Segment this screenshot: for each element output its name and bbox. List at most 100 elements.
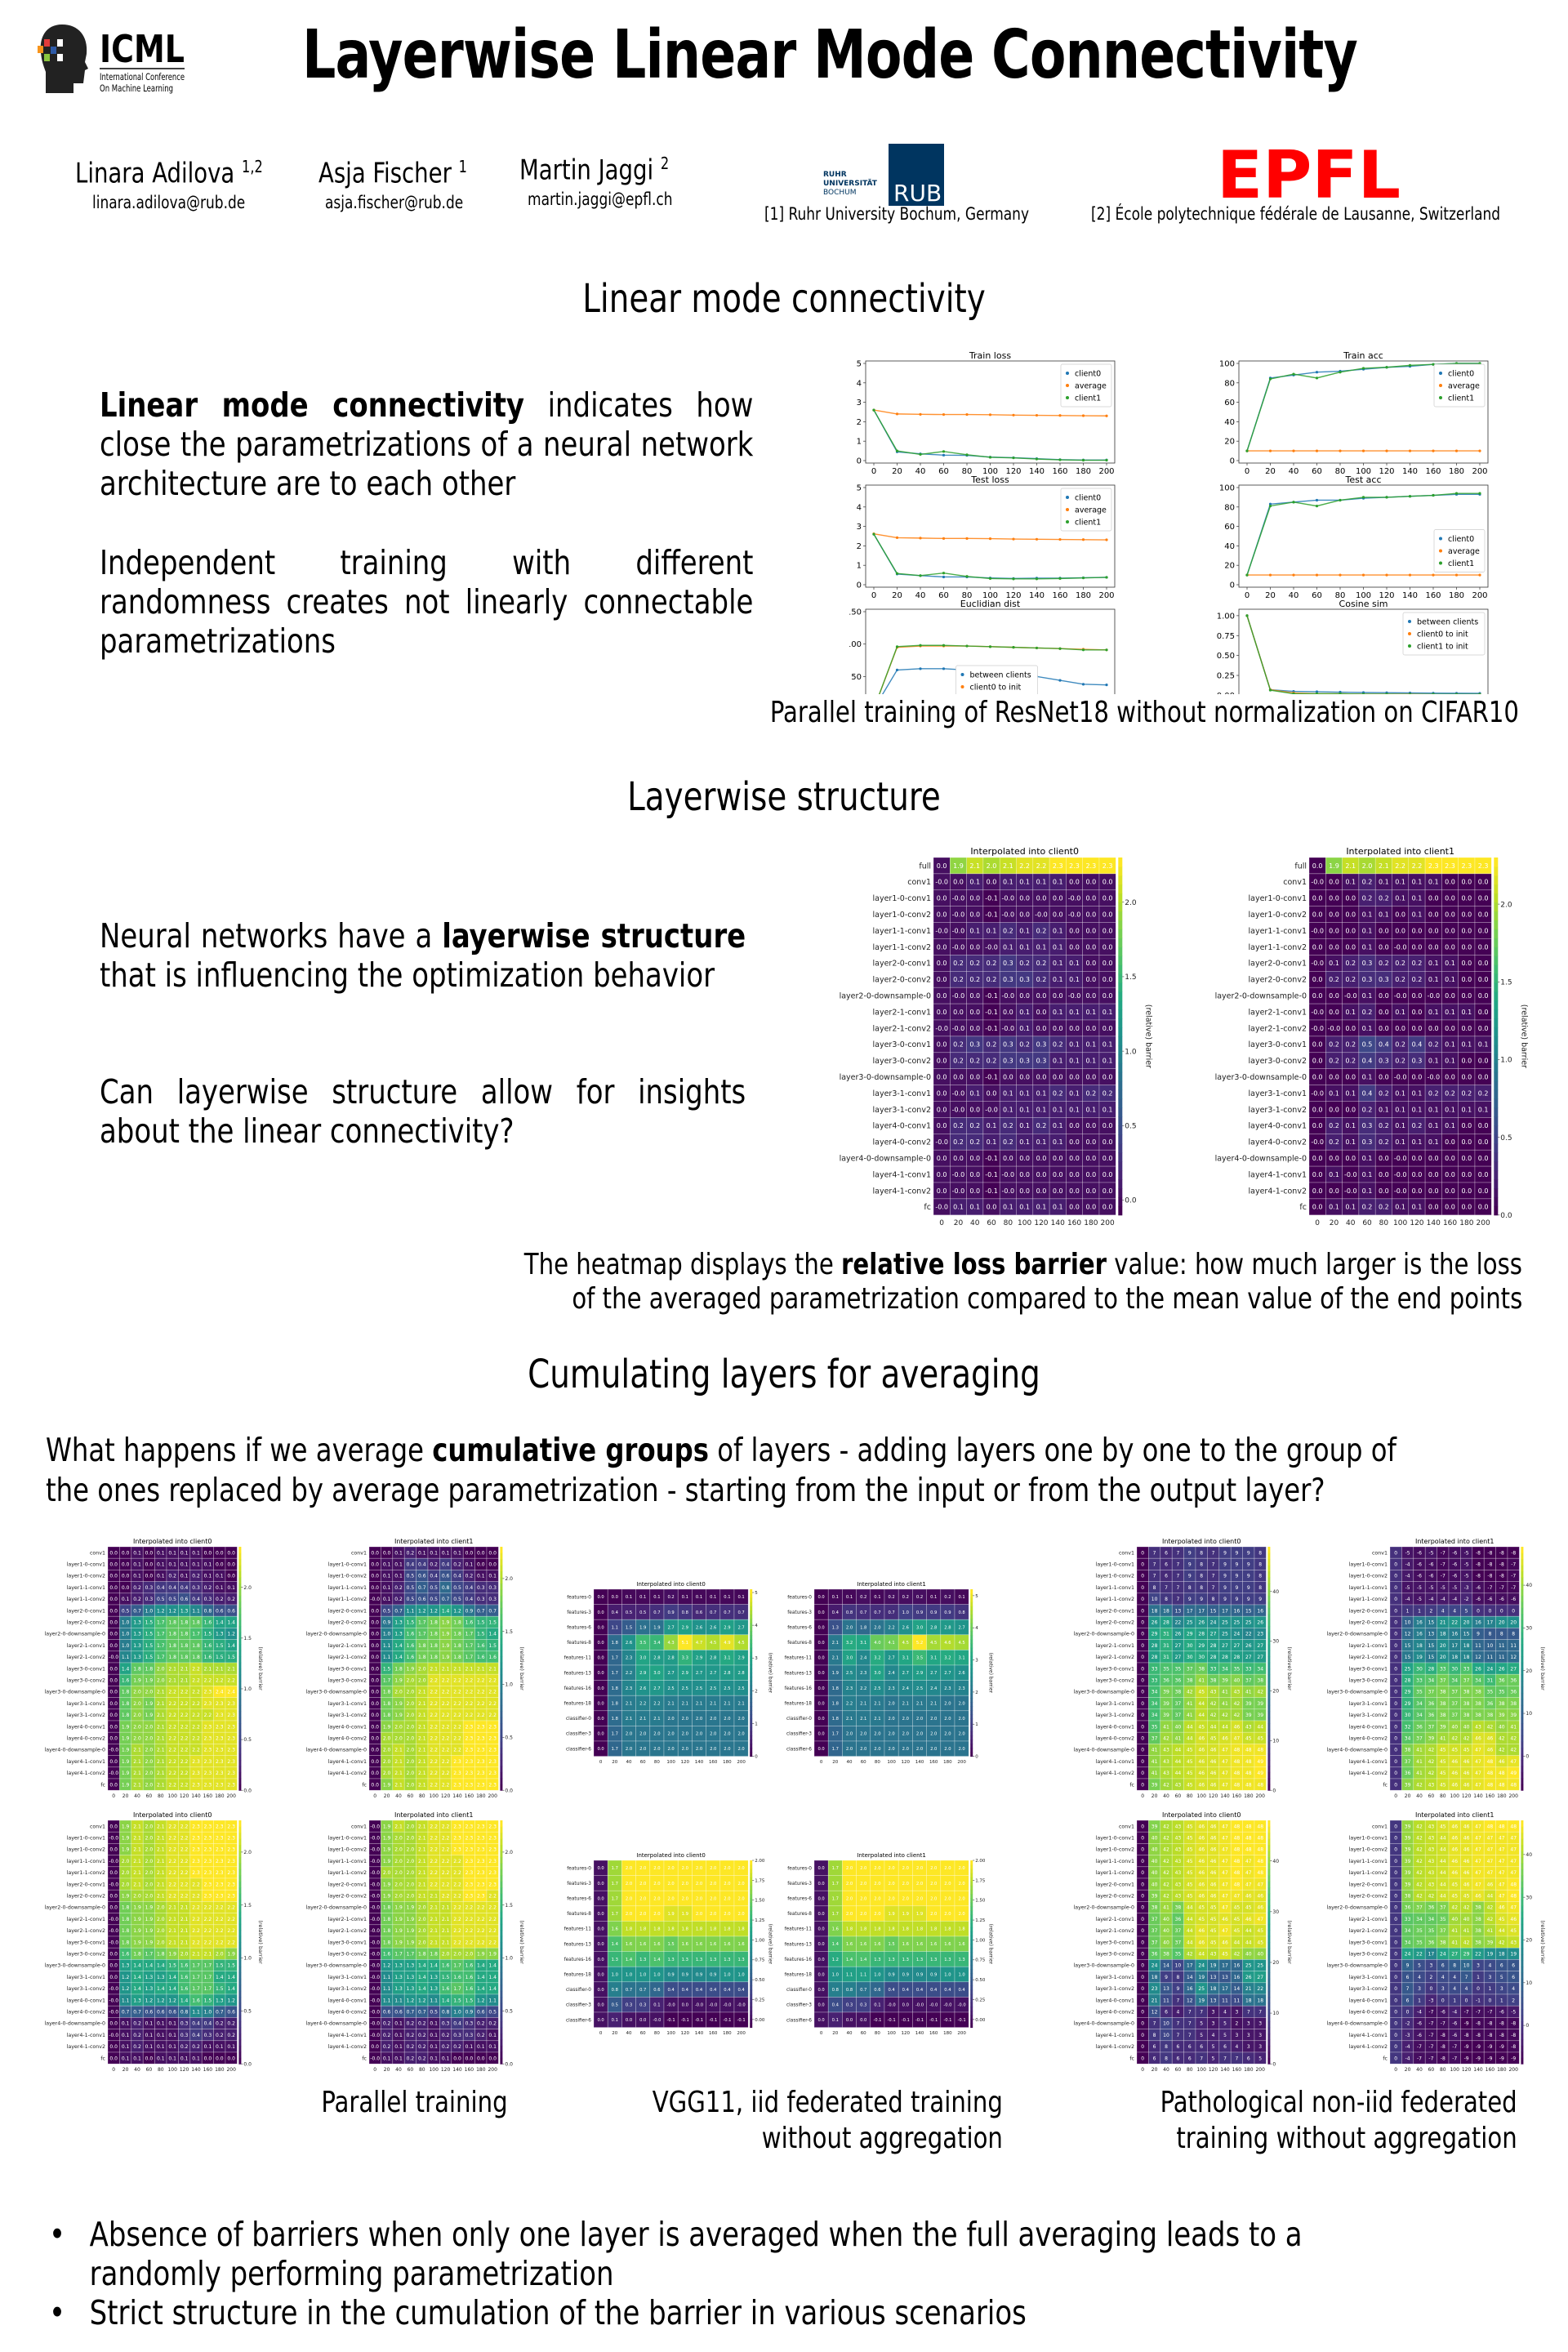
heatmap-cell bbox=[462, 1855, 475, 1868]
row-label: layer1-0-conv1 bbox=[67, 1562, 105, 1568]
heatmap-cell bbox=[225, 1686, 238, 1698]
colorbar-segment bbox=[500, 1856, 503, 1864]
y-tick-label: 0 bbox=[857, 581, 862, 590]
cell-value: 0.1 bbox=[1053, 879, 1063, 886]
colorbar-label: (relative) barrier bbox=[257, 1646, 264, 1690]
data-point bbox=[1408, 495, 1412, 498]
heatmap-cell bbox=[733, 2011, 749, 2028]
colorbar-segment bbox=[750, 1952, 753, 1958]
cell-value: 2.0 bbox=[145, 1870, 154, 1876]
cell-value: 3.5 bbox=[916, 1656, 923, 1661]
colorbar-segment bbox=[238, 1856, 242, 1864]
cell-value: 1.1 bbox=[122, 1998, 130, 2003]
cell-value: 1.8 bbox=[122, 1713, 130, 1718]
colorbar-segment bbox=[750, 1860, 753, 1865]
cell-value: 2.7 bbox=[902, 1671, 909, 1676]
heatmap-title: Interpolated into client0 bbox=[636, 1852, 705, 1859]
colorbar-segment bbox=[238, 1887, 242, 1894]
cell-value: 0.6 bbox=[227, 1608, 235, 1614]
x-tick-label: 20 bbox=[1330, 1219, 1339, 1227]
x-tick-label: 80 bbox=[875, 1760, 880, 1765]
cell-value: 1.7 bbox=[832, 1912, 839, 1917]
cell-value: 1.9 bbox=[394, 1701, 403, 1707]
cell-value: -0.0 bbox=[952, 911, 965, 919]
cell-value: 0.1 bbox=[1379, 1106, 1389, 1113]
cell-value: 2.2 bbox=[216, 1677, 224, 1683]
cell-value: 0.3 bbox=[969, 1041, 980, 1049]
colorbar-segment bbox=[238, 2033, 242, 2040]
cell-value: 0.2 bbox=[418, 2021, 426, 2027]
cell-value: 2.0 bbox=[737, 1747, 744, 1752]
cell-value: 1.9 bbox=[383, 1893, 391, 1899]
colorbar-segment bbox=[750, 1697, 753, 1703]
row-label: layer1-0-conv1 bbox=[1248, 894, 1307, 903]
row-label: layer3-1-conv1 bbox=[872, 1089, 931, 1098]
cell-value: 2.3 bbox=[453, 1847, 461, 1853]
cell-value: 0.1 bbox=[969, 1089, 980, 1097]
cell-value: 1.8 bbox=[133, 1666, 141, 1672]
cell-value: 2.9 bbox=[916, 1671, 923, 1676]
data-point bbox=[1292, 573, 1295, 577]
colorbar-segment bbox=[1494, 893, 1499, 903]
cell-value: 0.0 bbox=[1102, 911, 1113, 919]
cell-value: 0.0 bbox=[109, 1677, 118, 1683]
author-1-email[interactable]: linara.adilova@rub.de bbox=[92, 193, 246, 212]
legend-label: client1 bbox=[1075, 519, 1101, 528]
x-tick-label: 20 bbox=[892, 591, 902, 600]
colorbar-segment bbox=[500, 1601, 503, 1609]
colorbar-segment bbox=[750, 1927, 753, 1932]
cell-value: 1.8 bbox=[832, 1717, 839, 1722]
cell-value: 1.8 bbox=[430, 1951, 438, 1957]
row-label: layer4-1-conv2 bbox=[1248, 1187, 1307, 1196]
cell-value: 0.0 bbox=[145, 1574, 154, 1579]
cell-value: 0.0 bbox=[817, 1701, 824, 1706]
cell-value: -0.0 bbox=[952, 992, 965, 1000]
cell-value: 1.8 bbox=[168, 1643, 176, 1649]
cell-value: 0.0 bbox=[109, 2056, 118, 2061]
cell-value: 2.0 bbox=[122, 1859, 130, 1864]
x-tick-label: 60 bbox=[640, 2031, 646, 2036]
row-label: layer2-1-conv1 bbox=[328, 1917, 367, 1922]
cell-value: -0.0 bbox=[370, 1835, 380, 1841]
author-name: Asja Fischer bbox=[318, 157, 452, 190]
colorbar-segment bbox=[970, 1702, 973, 1707]
cell-value: 0.2 bbox=[227, 1597, 235, 1602]
author-3-email[interactable]: martin.jaggi@epfl.ch bbox=[528, 189, 673, 209]
author-2-email[interactable]: asja.fischer@rub.de bbox=[325, 193, 464, 212]
cell-value: 0.0 bbox=[597, 1972, 604, 1977]
author-affil: 2 bbox=[660, 154, 670, 173]
cell-value: 0.2 bbox=[1445, 1089, 1455, 1097]
cell-value: 2.1 bbox=[394, 1824, 403, 1829]
cell-value: 1.0 bbox=[737, 1972, 744, 1977]
data-point bbox=[965, 453, 969, 457]
colorbar-segment bbox=[1494, 866, 1499, 876]
x-tick-label: 40 bbox=[847, 1760, 853, 1765]
x-tick-label: 40 bbox=[915, 591, 926, 600]
data-point bbox=[1432, 573, 1435, 577]
cell-value: 2.0 bbox=[737, 1732, 744, 1737]
x-tick-label: 0 bbox=[871, 591, 876, 600]
cell-value: 0.9 bbox=[383, 1619, 391, 1625]
cell-value: 0.1 bbox=[1345, 879, 1356, 886]
cell-value: -0.0 bbox=[667, 2003, 675, 2008]
cell-value: 0.0 bbox=[1085, 911, 1096, 919]
cell-value: 0.5 bbox=[612, 2003, 618, 2008]
cell-value: 0.4 bbox=[407, 1561, 415, 1567]
cell-value: 0.1 bbox=[192, 2056, 200, 2061]
colorbar-segment bbox=[750, 1931, 753, 1936]
cell-value: 1.9 bbox=[407, 1917, 415, 1922]
cell-value: 3.0 bbox=[874, 1671, 880, 1676]
colorbar-segment bbox=[238, 1905, 242, 1913]
colorbar-segment bbox=[238, 2015, 242, 2022]
cell-value: 0.0 bbox=[1102, 1204, 1113, 1211]
cell-value: 0.0 bbox=[1003, 1155, 1013, 1162]
x-tick-label: 0 bbox=[373, 2067, 376, 2073]
colorbar-segment bbox=[238, 1875, 242, 1882]
y-tick-label: 3 bbox=[857, 399, 862, 408]
x-tick-label: 120 bbox=[180, 2067, 189, 2073]
row-label: layer3-0-downsample-0 bbox=[44, 1690, 105, 1695]
cell-value: 0.0 bbox=[597, 2003, 604, 2008]
cell-value: 2.0 bbox=[626, 1882, 632, 1886]
heatmap-cell bbox=[225, 1581, 238, 1594]
